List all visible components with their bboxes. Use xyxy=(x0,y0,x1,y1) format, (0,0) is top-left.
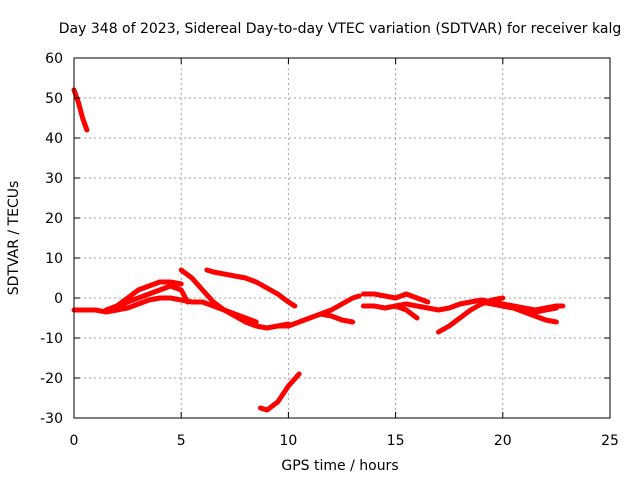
y-tick-label: 30 xyxy=(45,171,63,187)
series-arc-6 xyxy=(204,267,298,309)
series-layer xyxy=(71,87,566,413)
y-tick-label: 10 xyxy=(45,251,63,267)
x-tick-label: 25 xyxy=(601,433,619,449)
series-arc-1 xyxy=(71,87,90,133)
y-tick-label: 50 xyxy=(45,91,63,107)
tick-layer: 0 5 10 15 20 25 -30 -20 -10 0 10 20 30 40 50 60 xyxy=(40,51,619,449)
plot-frame xyxy=(73,57,611,419)
series-arc-10 xyxy=(360,291,431,305)
y-tick-label: 0 xyxy=(54,291,63,307)
series-arc-13 xyxy=(436,295,506,335)
x-tick-label: 15 xyxy=(387,433,405,449)
x-tick-label: 0 xyxy=(70,433,79,449)
series-arc-9 xyxy=(318,311,356,325)
y-tick-label: 20 xyxy=(45,211,63,227)
series-arc-7 xyxy=(258,371,302,413)
y-tick-label: 60 xyxy=(45,51,63,67)
series-arc-5 xyxy=(178,267,259,325)
y-tick-label: 40 xyxy=(45,131,63,147)
y-tick-label: -10 xyxy=(40,331,63,347)
y-tick-label: -30 xyxy=(40,411,63,427)
x-tick-label: 5 xyxy=(177,433,186,449)
y-axis-label: SDTVAR / TECUs xyxy=(6,181,22,296)
series-arc-4 xyxy=(114,283,191,311)
series-arc-15 xyxy=(500,303,559,315)
grid-layer xyxy=(74,58,610,418)
x-axis-label: GPS time / hours xyxy=(281,458,398,474)
y-tick-label: -20 xyxy=(40,371,63,387)
chart-title: Day 348 of 2023, Sidereal Day-to-day VTE… xyxy=(59,21,621,37)
series-arc-12 xyxy=(393,303,420,321)
x-tick-label: 10 xyxy=(279,433,297,449)
x-tick-label: 20 xyxy=(494,433,512,449)
